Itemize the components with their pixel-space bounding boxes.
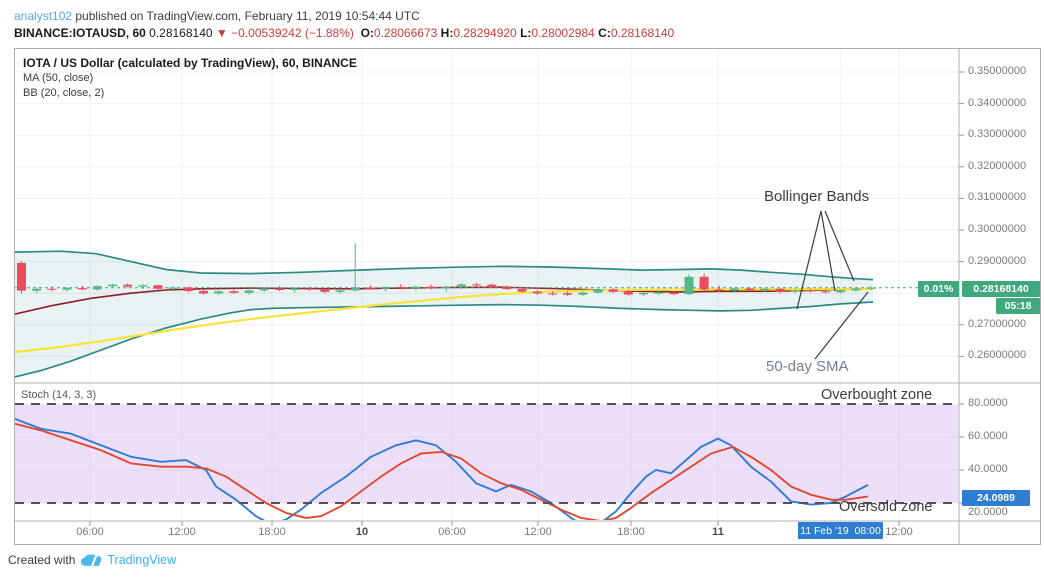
- open-value: 0.28066673: [373, 26, 438, 40]
- chart-area: IOTA / US Dollar (calculated by TradingV…: [14, 48, 1041, 545]
- time-tick-label: 18:00: [258, 526, 286, 538]
- annotation-arrows: [796, 210, 869, 360]
- stoch-tick-label: 40.0000: [968, 463, 1008, 475]
- symbol-info-line: BINANCE:IOTAUSD, 60 0.28168140 ▼ −0.0053…: [14, 26, 674, 40]
- time-tick-label: 12:00: [885, 526, 913, 538]
- created-with-text: Created with: [8, 553, 76, 567]
- time-axis-badge: 11 Feb '19 08:00: [798, 522, 883, 539]
- time-tick-label: 06:00: [76, 526, 104, 538]
- published-text: published on TradingView.com, February 1…: [72, 9, 420, 23]
- stoch-tick-label: 60.0000: [968, 430, 1008, 442]
- sma-annotation: 50-day SMA: [766, 358, 849, 375]
- username-link[interactable]: analyst102: [14, 9, 73, 23]
- bb-basis-line: [15, 286, 874, 315]
- price-tick-label: 0.33000000: [968, 128, 1027, 141]
- price-tick-label: 0.34000000: [968, 96, 1027, 109]
- open-label: O:: [360, 26, 374, 40]
- low-label: L:: [520, 26, 532, 40]
- time-tick-label: 18:00: [617, 526, 645, 538]
- bb-indicator-legend: BB (20, close, 2): [23, 87, 105, 99]
- close-label: C:: [598, 26, 611, 40]
- time-tick-label: 06:00: [438, 526, 466, 538]
- stoch-line-%D: [15, 422, 869, 520]
- time-tick-label: 12:00: [168, 526, 196, 538]
- stoch-tick-label: 20.0000: [968, 506, 1008, 518]
- down-arrow-icon: ▼: [215, 26, 228, 40]
- footer: Created with TradingView: [8, 553, 176, 567]
- publish-info-line: analyst102 published on TradingView.com,…: [14, 9, 420, 23]
- price-tick-label: 0.35000000: [968, 65, 1027, 77]
- time-tick-label: 11: [712, 526, 724, 538]
- time-tick-label: 12:00: [524, 526, 552, 538]
- price-tick-label: 0.30000000: [968, 223, 1027, 235]
- oversold-zone-label: Oversold zone: [839, 499, 933, 515]
- bollinger-bands-annotation: Bollinger Bands: [764, 188, 870, 205]
- stoch-tick-label: 80.0000: [968, 397, 1008, 409]
- stoch-line-%K: [15, 418, 869, 520]
- time-tick-label: 10: [355, 526, 369, 538]
- chart-canvas: [15, 49, 1040, 544]
- price-change: −0.00539242 (−1.88%): [231, 26, 354, 40]
- price-tick-label: 0.29000000: [968, 254, 1027, 267]
- gridlines: [15, 49, 959, 521]
- stoch-indicator-legend: Stoch (14, 3, 3): [21, 389, 97, 401]
- high-label: H:: [440, 26, 454, 40]
- bb-upper-line: [15, 250, 874, 281]
- symbol-label: BINANCE:IOTAUSD, 60: [14, 26, 146, 40]
- tradingview-brand-link[interactable]: TradingView: [107, 553, 177, 567]
- high-value: 0.28294920: [453, 26, 517, 40]
- bar-countdown-badge: 05:18: [996, 298, 1040, 314]
- last-price: 0.28168140: [149, 26, 213, 40]
- chart-title: IOTA / US Dollar (calculated by TradingV…: [23, 56, 357, 70]
- tradingview-logo-icon[interactable]: [80, 553, 102, 567]
- low-value: 0.28002984: [531, 26, 595, 40]
- close-value: 0.28168140: [610, 26, 675, 40]
- candlestick-series: [17, 243, 876, 297]
- overbought-zone-label: Overbought zone: [821, 387, 933, 403]
- bollinger-bands-series: [15, 250, 874, 378]
- last-price-badge: 0.28168140: [962, 281, 1040, 297]
- stochastic-series: [15, 418, 869, 520]
- price-tick-label: 0.26000000: [968, 349, 1027, 362]
- price-tick-label: 0.31000000: [968, 191, 1027, 204]
- change-percent-badge: 0.01%: [918, 281, 959, 297]
- stoch-value-badge: 24.0989: [962, 490, 1030, 506]
- price-tick-label: 0.27000000: [968, 317, 1027, 330]
- price-tick-label: 0.32000000: [968, 159, 1027, 172]
- ma-indicator-legend: MA (50, close): [23, 72, 94, 84]
